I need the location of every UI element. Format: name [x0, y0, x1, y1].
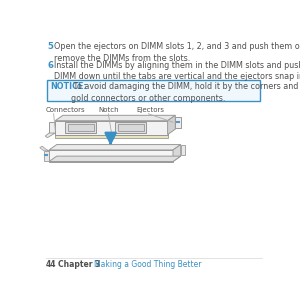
Polygon shape: [55, 121, 168, 135]
Polygon shape: [111, 135, 115, 138]
Polygon shape: [68, 124, 94, 131]
Polygon shape: [49, 122, 55, 133]
Polygon shape: [181, 145, 185, 155]
Text: Ejectors: Ejectors: [136, 107, 164, 113]
Text: To avoid damaging the DIMM, hold it by the corners and don't touch the
gold conn: To avoid damaging the DIMM, hold it by t…: [70, 82, 300, 103]
Text: Connectors: Connectors: [46, 107, 86, 113]
Polygon shape: [55, 135, 168, 138]
Text: 5: 5: [47, 42, 53, 51]
Polygon shape: [49, 145, 181, 150]
Text: NOTICE:: NOTICE:: [50, 82, 86, 91]
Polygon shape: [168, 115, 175, 135]
Text: Notch: Notch: [98, 107, 119, 113]
Polygon shape: [173, 145, 181, 161]
Polygon shape: [45, 133, 55, 138]
Text: Open the ejectors on DIMM slots 1, 2, and 3 and push them out to the sides. Then: Open the ejectors on DIMM slots 1, 2, an…: [54, 42, 300, 63]
Text: 44: 44: [46, 260, 56, 269]
Polygon shape: [40, 146, 49, 151]
Polygon shape: [118, 124, 144, 131]
Polygon shape: [55, 115, 175, 121]
FancyBboxPatch shape: [47, 80, 260, 101]
Polygon shape: [44, 151, 49, 161]
Polygon shape: [65, 122, 96, 133]
Polygon shape: [49, 156, 181, 161]
Polygon shape: [49, 150, 173, 161]
Text: Chapter 3: Chapter 3: [58, 260, 100, 269]
Polygon shape: [115, 122, 146, 133]
Text: Install the DIMMs by aligning them in the DIMM slots and pushing both ends of th: Install the DIMMs by aligning them in th…: [54, 61, 300, 81]
Text: Making a Good Thing Better: Making a Good Thing Better: [94, 260, 201, 269]
Polygon shape: [175, 117, 181, 128]
Text: 6: 6: [47, 61, 53, 70]
